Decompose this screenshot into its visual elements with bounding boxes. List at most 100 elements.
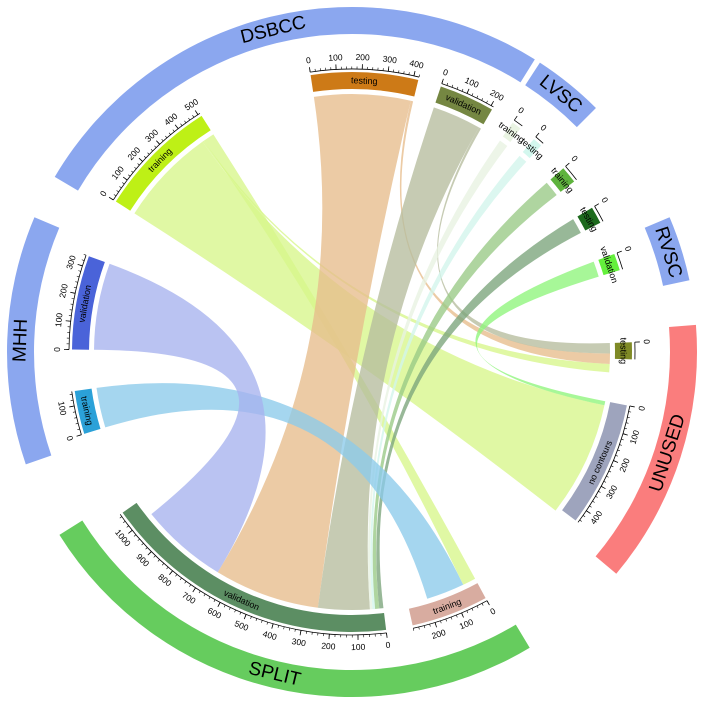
minor-tick — [123, 521, 126, 524]
tick-label: 500 — [233, 618, 250, 633]
minor-tick — [239, 612, 242, 615]
sector-label-unused-testing: testing — [618, 338, 628, 365]
tick-label: 300 — [291, 636, 307, 648]
minor-tick — [627, 416, 630, 419]
sector-label-lvsc-testing: testing — [519, 136, 545, 161]
major-tick — [243, 614, 247, 620]
sector-axis-mhh-validation — [68, 255, 87, 350]
minor-tick — [255, 618, 258, 621]
major-tick — [413, 70, 416, 76]
tick-label: 400 — [588, 509, 604, 527]
minor-tick — [603, 480, 607, 483]
tick-label: 0 — [642, 339, 652, 344]
minor-tick — [81, 259, 85, 261]
minor-tick — [150, 149, 153, 152]
minor-tick — [147, 152, 150, 155]
major-tick — [147, 551, 152, 556]
minor-tick — [72, 411, 76, 413]
minor-tick — [466, 610, 469, 614]
minor-tick — [283, 626, 285, 630]
sector-rvsc-testing — [577, 207, 601, 231]
minor-tick — [619, 444, 622, 446]
tick-label: 300 — [143, 127, 160, 144]
minor-tick — [589, 505, 592, 508]
major-tick — [174, 124, 179, 129]
tick-label: 700 — [180, 590, 198, 606]
chord-mhh-validation-to-split-validation — [94, 263, 266, 573]
sector-axis-lvsc-testing — [535, 136, 544, 144]
group-label-mhh: MHH — [9, 318, 31, 362]
minor-tick — [134, 166, 137, 170]
tick-label: 0 — [64, 435, 75, 443]
tick-label: 0 — [305, 55, 311, 66]
minor-tick — [610, 465, 614, 468]
minor-tick — [456, 86, 459, 90]
minor-tick — [223, 604, 226, 608]
minor-tick — [122, 182, 125, 185]
major-tick — [299, 630, 302, 636]
major-tick — [629, 405, 635, 408]
minor-tick — [143, 156, 147, 159]
minor-tick — [74, 417, 77, 419]
minor-tick — [116, 190, 119, 193]
tick-label: 200 — [321, 640, 336, 651]
chord-rvsc-validation-to-unused-no-contours — [475, 261, 606, 406]
minor-tick — [175, 574, 178, 577]
minor-tick — [126, 525, 129, 528]
major-tick — [169, 570, 173, 575]
tick-label: 200 — [617, 456, 632, 473]
major-tick — [138, 157, 143, 162]
major-tick — [434, 622, 437, 628]
major-tick — [194, 110, 199, 115]
minor-tick — [137, 163, 140, 166]
minor-tick — [234, 609, 236, 613]
tick-label: 0 — [385, 640, 391, 651]
tick-label: 400 — [262, 629, 279, 643]
minor-tick — [294, 629, 296, 632]
sector-rvsc-validation — [598, 253, 620, 276]
minor-tick — [582, 515, 586, 518]
group-arc-split — [59, 520, 530, 697]
minor-tick — [250, 616, 252, 619]
minor-tick — [153, 555, 156, 558]
minor-tick — [76, 275, 80, 278]
tick-label: 0 — [98, 189, 109, 199]
minor-tick — [145, 547, 148, 550]
minor-tick — [83, 254, 87, 256]
tick-label: 0 — [623, 245, 634, 253]
chord-mhh-training-to-split-training — [96, 383, 464, 599]
minor-tick — [486, 100, 488, 104]
major-tick — [490, 101, 494, 106]
minor-tick — [625, 422, 629, 424]
minor-tick — [261, 620, 263, 623]
sector-lvsc-training — [502, 122, 521, 142]
group-arc-lvsc — [525, 62, 596, 128]
minor-tick — [75, 281, 78, 283]
minor-tick — [208, 596, 211, 600]
minor-tick — [608, 470, 612, 473]
major-tick — [128, 529, 133, 534]
group-label-unused: UNUSED — [645, 412, 689, 495]
major-tick — [387, 66, 390, 72]
minor-tick — [78, 270, 81, 272]
minor-tick — [75, 423, 79, 425]
group-arc-mhh — [7, 217, 60, 465]
tick-label: 400 — [162, 111, 180, 128]
minor-tick — [137, 538, 140, 541]
tick-label: 300 — [382, 54, 398, 66]
sector-rvsc-training — [550, 168, 575, 192]
major-tick — [69, 405, 75, 408]
minor-tick — [446, 82, 449, 86]
major-tick — [192, 587, 196, 593]
chord-dsbcc-training-to-unused-no-contours — [134, 141, 605, 511]
sector-axis-split-training — [413, 600, 488, 629]
group-arc-rvsc — [644, 217, 690, 286]
minor-tick — [476, 95, 479, 99]
tick-label: 300 — [64, 254, 78, 271]
major-tick — [513, 115, 518, 121]
sector-axis-dsbcc-validation — [441, 83, 494, 108]
minor-tick — [168, 132, 171, 135]
minor-tick — [440, 620, 442, 624]
sector-axis-rvsc-validation — [616, 252, 624, 270]
